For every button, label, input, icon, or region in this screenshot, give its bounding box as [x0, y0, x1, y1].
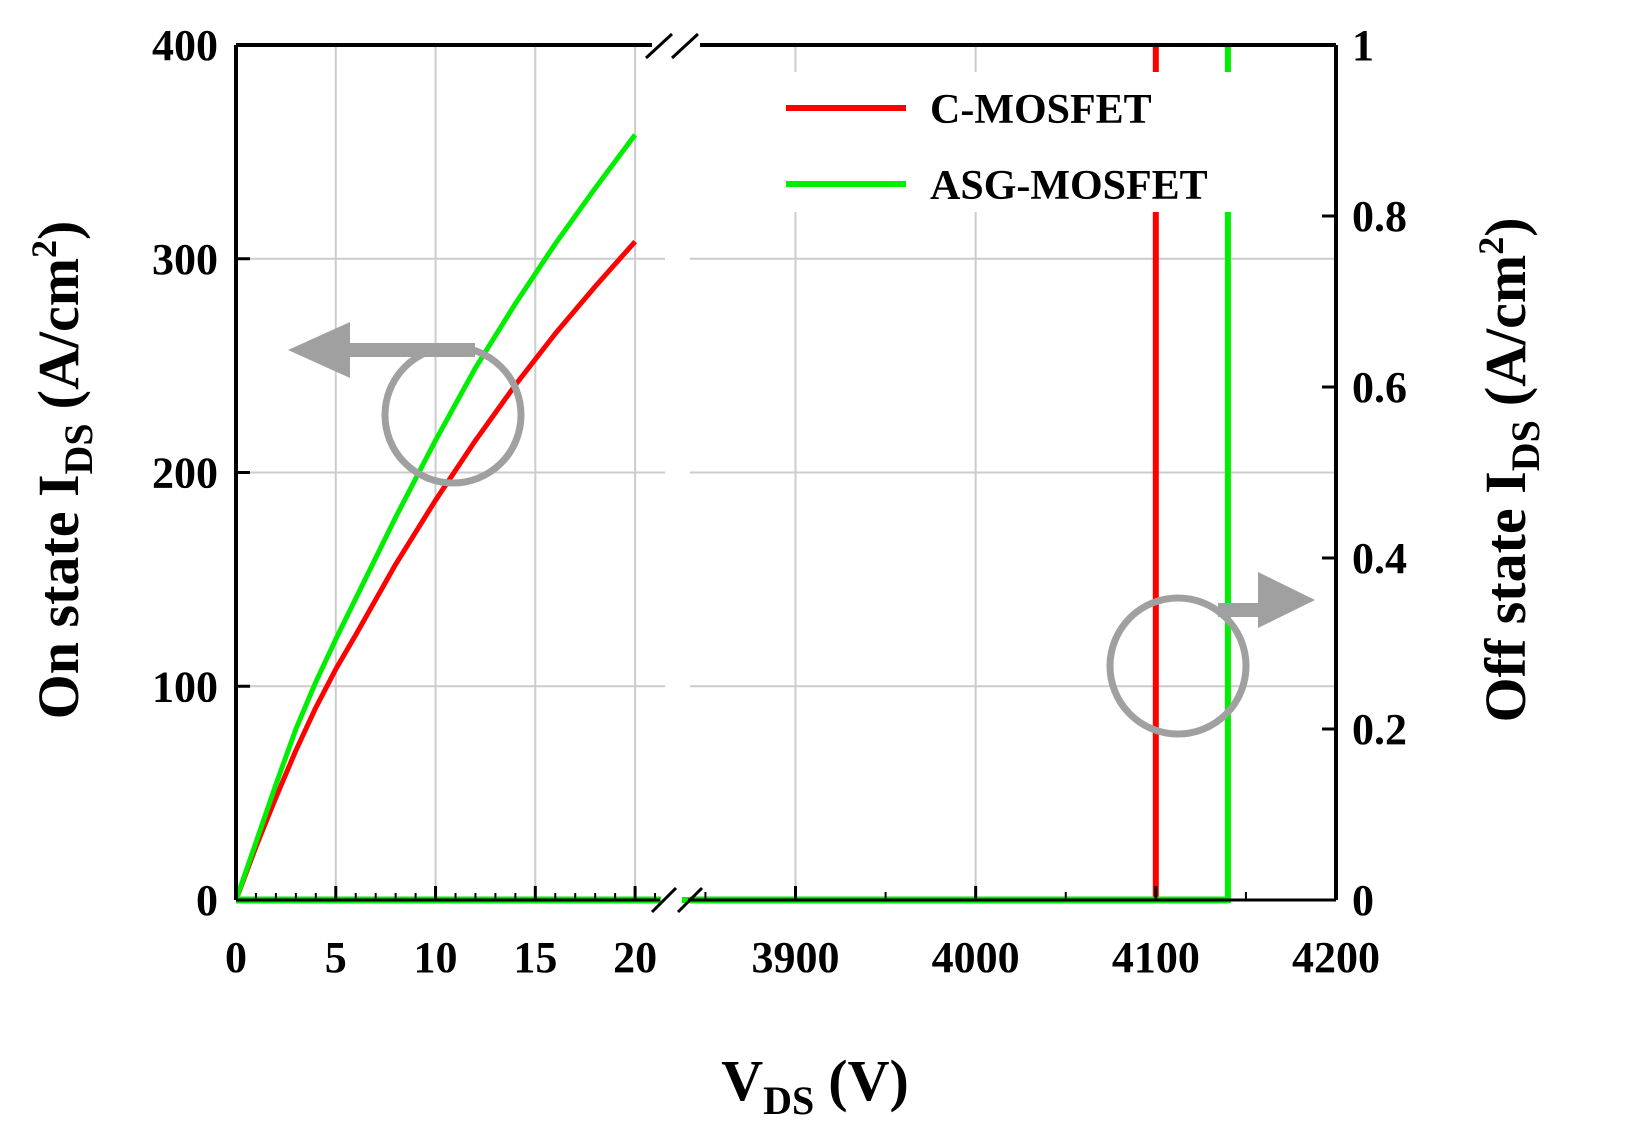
x-axis-title-main: V: [721, 1048, 763, 1113]
y-left-title-main: On state I: [26, 474, 91, 719]
annotation-circle-left: [381, 343, 525, 487]
y-right-tick-label: 0: [1352, 876, 1374, 925]
y-left-title-close: ): [26, 221, 91, 240]
y-left-axis-title: On state IDS (A/cm2): [24, 221, 101, 720]
legend: C-MOSFET ASG-MOSFET: [778, 72, 1258, 212]
x-tick-label: 5: [325, 933, 347, 982]
y-left-tick-label: 200: [152, 449, 218, 498]
legend-box: [778, 72, 1258, 212]
y-right-tick-label: 0.4: [1352, 534, 1407, 583]
annotations: [288, 322, 1315, 738]
x-tick-label: 3900: [752, 933, 840, 982]
y-right-title-sub: DS: [1503, 420, 1548, 471]
x-axis-title-sub: DS: [763, 1078, 814, 1123]
y-left-title-sup: 2: [24, 240, 64, 258]
y-right-axis-title: Off state IDS (A/cm2): [1471, 217, 1548, 722]
y-right-title-main: Off state I: [1473, 471, 1538, 722]
x-tick-label: 20: [613, 933, 657, 982]
axis-ticks: 0 5 10 15 20 3900 4000 4100 4200010020030040000.…: [152, 21, 1407, 982]
axis-break-mark-top-2: [670, 32, 700, 60]
y-right-title-sup: 2: [1471, 237, 1511, 255]
annotation-circle-right: [1106, 594, 1250, 738]
y-right-title-close: ): [1473, 217, 1538, 236]
annotation-arrow-right-head: [1258, 572, 1315, 628]
x-tick-label: 4100: [1112, 933, 1200, 982]
y-right-tick-label: 0.2: [1352, 705, 1407, 754]
x-tick-label: 15: [513, 933, 557, 982]
y-right-tick-label: 1: [1352, 21, 1374, 70]
x-tick-label: 10: [414, 933, 458, 982]
axis-break-mark-top-1: [644, 32, 674, 60]
axis-break-mark-bottom-2: [676, 886, 704, 914]
legend-label-c-mosfet: C-MOSFET: [930, 87, 1152, 133]
y-left-title-unit: (A/cm: [26, 258, 91, 409]
x-axis-title-unit: (V): [828, 1048, 909, 1113]
axis-break-mark-bottom-1: [650, 886, 678, 914]
annotation-arrow-left-head: [288, 322, 350, 378]
y-right-tick-label: 0.8: [1352, 192, 1407, 241]
y-left-title-sub: DS: [56, 423, 101, 474]
x-tick-label: 4200: [1292, 933, 1380, 982]
series-asg-mosfet-on-state: [233, 133, 638, 901]
legend-label-asg-mosfet: ASG-MOSFET: [930, 163, 1208, 209]
x-tick-label: 0: [225, 933, 247, 982]
y-left-tick-label: 0: [196, 876, 218, 925]
x-axis-title: VDS (V): [721, 1048, 909, 1123]
y-left-tick-label: 300: [152, 235, 218, 284]
y-left-tick-label: 100: [152, 662, 218, 711]
x-tick-label: 4000: [932, 933, 1020, 982]
y-right-title-unit: (A/cm: [1473, 255, 1538, 406]
y-left-tick-label: 400: [152, 21, 218, 70]
y-right-tick-label: 0.6: [1352, 363, 1407, 412]
series-c-mosfet-on-state: [233, 239, 637, 901]
